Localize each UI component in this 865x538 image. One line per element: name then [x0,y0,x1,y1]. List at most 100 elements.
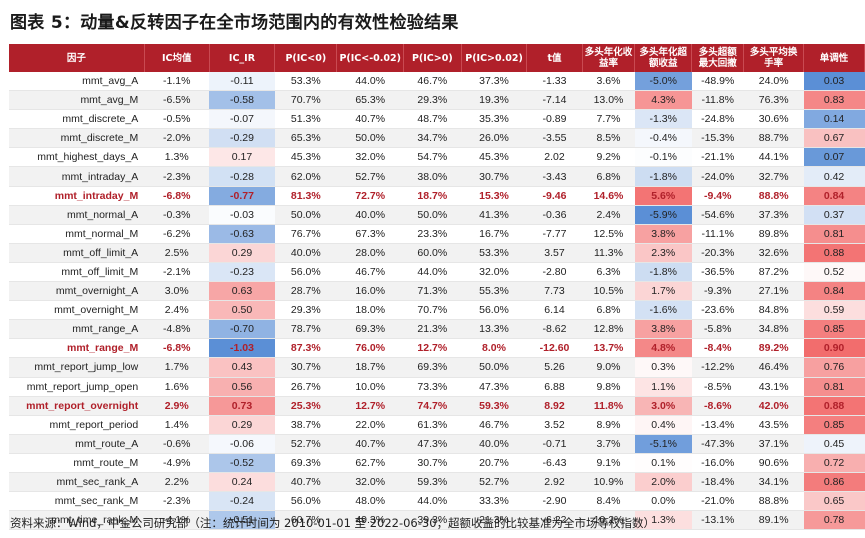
table-cell: 4.8% [634,338,692,359]
table-cell: 38.7% [274,415,337,435]
table-cell: 19.3% [461,90,527,111]
table-cell: -4.9% [144,453,210,473]
table-cell: 56.0% [274,491,337,512]
column-header: P(IC>0.02) [461,44,528,72]
table-row: mmt_time_rank_M -4.1% -0.51 60.7% 49.3% 39.3%… [9,510,865,531]
table-cell: -1.8% [634,166,692,187]
table-cell: 59.3% [461,396,527,416]
column-header: P(IC<-0.02) [336,44,404,72]
table-cell: 74.7% [403,396,462,416]
table-cell: 53.3% [274,72,337,92]
table-cell: 8.4% [582,491,635,512]
table-cell: 45.3% [461,147,527,168]
table-cell: 2.9% [144,396,210,416]
table-cell: 40.7% [336,109,404,130]
table-cell: 32.7% [743,166,804,187]
table-cell: 50.0% [336,128,404,149]
table-cell: 60.7% [274,510,337,531]
table-cell: 18.0% [336,300,404,321]
factor-name-cell: mmt_sec_rank_A [9,472,145,493]
table-cell: 1.4% [144,415,210,435]
column-header: IC均值 [144,44,210,72]
table-cell: 42.0% [743,396,804,416]
column-header: P(IC>0) [403,44,462,72]
table-row: mmt_report_overnight 2.9% 0.73 25.3% 12.7% 74… [9,396,865,416]
table-cell: 88.7% [743,128,804,149]
table-cell: 6.8% [582,166,635,187]
page-title: 图表 5：动量&反转因子在全市场范围内的有效性检验结果 [10,13,459,33]
table-cell: 29.3% [403,90,462,111]
table-cell: 0.50 [209,300,275,321]
table-cell: -1.1% [144,72,210,92]
column-header: t值 [526,44,583,72]
table-cell: -13.1% [691,510,744,531]
table-cell: -0.63 [209,224,275,244]
table-cell: 61.3% [403,415,462,435]
table-cell: -9.3% [691,281,744,302]
table-cell: 21.3% [403,319,462,340]
table-row: mmt_sec_rank_M -2.3% -0.24 56.0% 48.0% 44.0% 3… [9,491,865,512]
table-cell: 12.7% [403,338,462,359]
table-cell: 22.0% [336,415,404,435]
table-cell: -0.28 [209,166,275,187]
table-cell: -5.0% [634,72,692,92]
factor-name-cell: mmt_range_M [9,338,145,359]
table-cell: 29.3% [274,300,337,321]
table-cell: 78.7% [274,319,337,340]
table-cell: -0.52 [209,453,275,473]
table-cell: 18.7% [336,357,404,378]
table-cell: 3.8% [634,224,692,244]
table-cell: 12.8% [582,319,635,340]
table-cell: -0.24 [209,491,275,512]
table-cell: -2.0% [144,128,210,149]
table-cell: -0.29 [209,128,275,149]
table-cell: 33.3% [461,491,527,512]
table-cell: 70.7% [274,90,337,111]
table-cell: -2.1% [144,262,210,283]
table-cell: 89.1% [743,510,804,531]
table-cell: 40.0% [461,434,527,454]
table-cell: 71.3% [403,281,462,302]
table-cell: 62.0% [274,166,337,187]
table-cell: 0.29 [209,415,275,435]
table-cell: 3.57 [526,243,583,263]
table-cell: 44.0% [403,491,462,512]
table-cell: 69.3% [403,357,462,378]
table-cell: -13.4% [691,415,744,435]
table-row: mmt_overnight_A 3.0% 0.63 28.7% 16.0% 71.3% 55… [9,281,865,302]
factor-name-cell: mmt_overnight_M [9,300,145,321]
table-cell: 0.83 [803,90,865,111]
table-cell: 0.84 [803,186,865,206]
table-cell: 49.3% [336,510,404,531]
table-cell: 0.4% [634,415,692,435]
table-cell: 0.78 [803,510,865,531]
table-cell: -0.07 [209,109,275,130]
table-cell: 32.6% [743,243,804,263]
table-cell: 50.0% [274,205,337,225]
table-cell: 28.7% [274,281,337,302]
table-cell: 0.37 [803,205,865,225]
table-cell: 6.88 [526,377,583,397]
table-cell: 2.2% [144,472,210,493]
table-cell: -0.77 [209,186,275,206]
table-cell: 3.7% [582,434,635,454]
table-cell: 13.0% [582,90,635,111]
table-cell: 44.0% [336,72,404,92]
table-cell: 52.7% [274,434,337,454]
table-cell: 44.0% [403,262,462,283]
table-cell: 26.0% [461,128,527,149]
table-cell: 88.8% [743,186,804,206]
table-cell: -8.5% [691,377,744,397]
table-cell: -48.9% [691,72,744,92]
table-cell: -11.1% [691,224,744,244]
table-row: mmt_off_limit_A 2.5% 0.29 40.0% 28.0% 60.0% 53… [9,243,865,263]
table-cell: 25.3% [274,396,337,416]
table-cell: 0.0% [634,491,692,512]
table-cell: -0.51 [209,510,275,531]
table-cell: -1.3% [634,109,692,130]
factor-name-cell: mmt_report_jump_low [9,357,145,378]
table-cell: 90.6% [743,453,804,473]
table-cell: -0.71 [526,434,583,454]
table-cell: 34.8% [743,319,804,340]
table-cell: 11.3% [582,243,635,263]
